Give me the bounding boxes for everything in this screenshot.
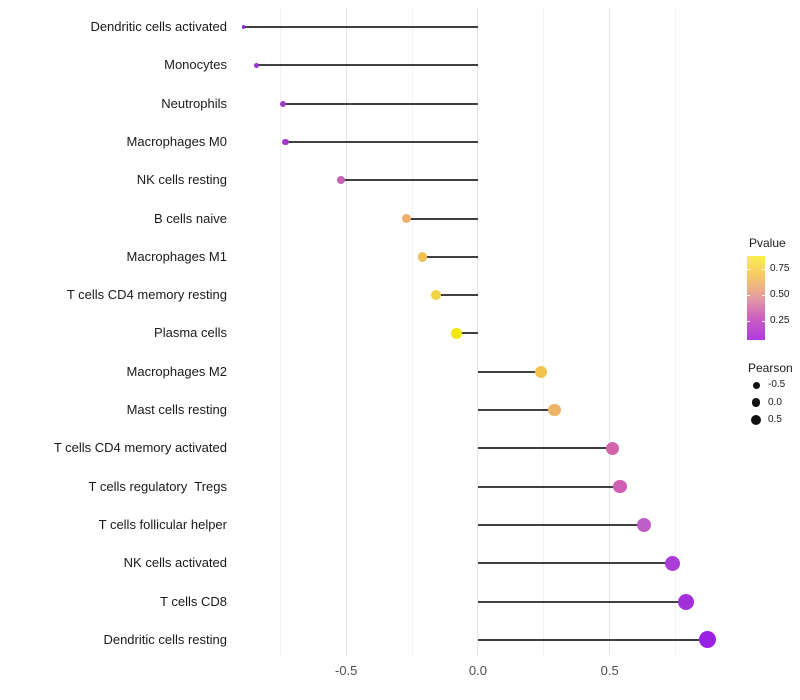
y-axis-label: NK cells activated <box>123 555 227 571</box>
y-axis-label: Plasma cells <box>154 325 227 341</box>
y-axis-label: T cells CD4 memory activated <box>53 440 227 456</box>
pvalue-tick-mark <box>762 320 765 322</box>
data-point <box>402 214 412 224</box>
data-point <box>698 631 716 649</box>
lollipop-stem <box>477 485 621 488</box>
data-point <box>430 290 441 301</box>
lollipop-stem <box>477 524 644 527</box>
lollipop-stem <box>456 332 478 335</box>
major-gridline <box>345 8 347 655</box>
lollipop-stem <box>406 217 478 220</box>
pearson-legend-label: 0.5 <box>768 414 782 425</box>
y-axis-label: T cells regulatory Tregs <box>88 478 227 494</box>
lollipop-stem <box>477 562 673 565</box>
pearson-legend-dot <box>752 381 760 389</box>
y-axis-label: Macrophages M1 <box>126 248 227 264</box>
lollipop-stem <box>256 64 478 67</box>
lollipop-stem <box>477 600 687 603</box>
y-axis-label: T cells CD8 <box>160 593 227 609</box>
data-point <box>665 555 681 571</box>
lollipop-stem <box>477 370 542 373</box>
lollipop-stem <box>282 102 478 105</box>
y-axis-label: Monocytes <box>164 57 227 73</box>
y-axis-label: T cells follicular helper <box>98 517 227 533</box>
pvalue-tick-mark <box>747 320 750 322</box>
data-point <box>613 479 627 494</box>
data-point <box>548 403 561 417</box>
y-axis-label: Macrophages M0 <box>126 133 227 149</box>
major-gridline <box>609 8 611 655</box>
data-point <box>254 62 260 68</box>
x-axis-tick-label: 0.0 <box>468 663 487 678</box>
pvalue-tick-mark <box>762 269 765 271</box>
data-point <box>241 25 246 29</box>
lollipop-stem <box>477 638 708 641</box>
pearson-legend-title: Pearson <box>748 361 793 375</box>
lollipop-stem <box>285 140 478 143</box>
lollipop-stem <box>340 179 478 182</box>
pvalue-tick-label: 0.25 <box>770 314 790 326</box>
pvalue-tick-mark <box>762 294 765 296</box>
pearson-legend-dot <box>751 415 761 425</box>
lollipop-stem <box>435 294 478 297</box>
x-axis-tick-label: 0.5 <box>600 663 619 678</box>
lollipop-stem <box>477 447 613 450</box>
data-point <box>279 100 286 107</box>
x-axis-tick-label: -0.5 <box>334 663 358 678</box>
lollipop-stem <box>477 409 555 412</box>
data-point <box>678 593 695 610</box>
y-axis-label: Mast cells resting <box>126 402 227 418</box>
y-axis-label: Dendritic cells resting <box>103 631 227 647</box>
data-point <box>636 517 652 533</box>
lollipop-stem <box>243 26 478 28</box>
data-point <box>451 327 463 339</box>
minor-gridline <box>279 8 281 655</box>
pvalue-colorbar <box>747 256 765 340</box>
lollipop-stem <box>422 255 478 258</box>
y-axis-label: Macrophages M2 <box>126 363 227 379</box>
minor-gridline <box>543 8 545 655</box>
pvalue-tick-mark <box>747 294 750 296</box>
data-point <box>535 365 548 378</box>
pearson-legend-label: -0.5 <box>768 379 786 390</box>
pvalue-tick-label: 0.75 <box>770 263 790 275</box>
pvalue-tick-mark <box>747 269 750 271</box>
data-point <box>336 175 346 185</box>
data-point <box>605 441 619 455</box>
major-gridline <box>477 8 479 655</box>
minor-gridline <box>675 8 677 655</box>
y-axis-label: Dendritic cells activated <box>90 19 227 34</box>
pearson-legend-label: 0.0 <box>768 396 782 408</box>
pvalue-tick-label: 0.50 <box>770 288 790 300</box>
pearson-legend-dot <box>751 398 761 407</box>
pvalue-legend-title: Pvalue <box>749 236 786 250</box>
y-axis-label: Neutrophils <box>161 95 227 111</box>
y-axis-label: NK cells resting <box>136 172 227 188</box>
data-point <box>282 138 289 146</box>
y-axis-label: T cells CD4 memory resting <box>66 287 227 303</box>
y-axis-label: B cells naive <box>154 210 227 226</box>
data-point <box>417 252 428 262</box>
minor-gridline <box>411 8 413 655</box>
